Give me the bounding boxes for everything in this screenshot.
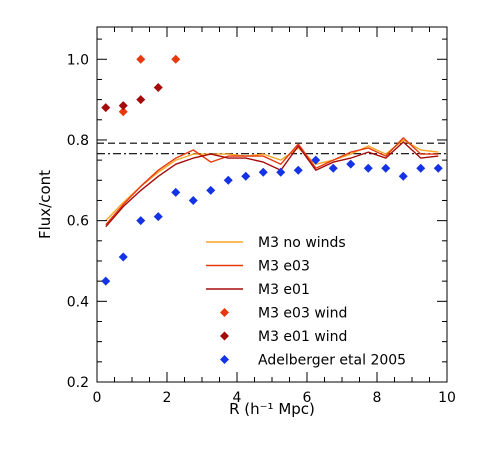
data-point-5-18 <box>416 163 426 173</box>
data-point-5-1 <box>118 252 128 262</box>
data-point-4-2 <box>136 95 146 105</box>
data-point-5-13 <box>328 163 338 173</box>
data-point-5-2 <box>136 216 146 226</box>
legend-label: M3 no winds <box>258 235 346 251</box>
legend: M3 no winds M3 e03 M3 e01 M3 e03 wind M3 e01… <box>206 235 406 369</box>
legend-label: M3 e01 <box>258 282 310 298</box>
legend-item-2: M3 e01 <box>206 282 310 298</box>
data-point-3-2 <box>171 54 181 64</box>
series-1 <box>105 137 439 226</box>
series-layer <box>101 54 443 286</box>
data-point-5-7 <box>223 175 233 185</box>
data-point-5-16 <box>381 163 391 173</box>
data-point-5-10 <box>276 167 286 177</box>
data-point-5-11 <box>293 165 303 175</box>
reference-lines <box>97 142 447 155</box>
legend-item-1: M3 e03 <box>206 259 310 275</box>
legend-swatch-marker <box>220 355 229 364</box>
data-point-5-14 <box>346 159 356 169</box>
series-0 <box>105 139 439 222</box>
data-point-5-4 <box>171 187 181 197</box>
data-point-5-5 <box>188 195 198 205</box>
series-5 <box>101 155 443 286</box>
data-point-4-1 <box>118 101 128 111</box>
data-point-5-17 <box>398 171 408 181</box>
series-line-2 <box>105 141 439 228</box>
x-tick-label: 4 <box>233 390 242 406</box>
data-point-5-9 <box>258 167 268 177</box>
legend-swatch-marker <box>220 331 229 341</box>
series-2 <box>105 141 439 228</box>
y-tick-label: 0.6 <box>67 214 89 230</box>
data-point-5-0 <box>101 276 111 286</box>
x-tick-label: 10 <box>438 390 456 406</box>
x-axis-label: R (h⁻¹ Mpc) <box>229 400 315 418</box>
legend-item-0: M3 no winds <box>206 235 346 251</box>
y-tick-label: 1.0 <box>67 52 89 68</box>
legend-item-3: M3 e03 wind <box>220 306 347 322</box>
legend-label: M3 e03 <box>258 259 310 275</box>
y-tick-label: 0.4 <box>67 294 89 310</box>
legend-swatch-marker <box>220 308 229 317</box>
x-tick-label: 2 <box>163 390 172 406</box>
data-point-3-0 <box>118 107 128 117</box>
x-tick-label: 8 <box>373 390 382 406</box>
legend-item-5: Adelberger etal 2005 <box>220 353 406 369</box>
data-point-4-0 <box>101 103 111 113</box>
series-line-1 <box>105 137 439 226</box>
y-axis-label: Flux/cont <box>36 170 54 239</box>
x-tick-label: 0 <box>93 390 102 406</box>
legend-label: Adelberger etal 2005 <box>258 353 406 369</box>
y-tick-label: 0.8 <box>67 133 89 149</box>
ticks <box>96 27 448 383</box>
legend-label: M3 e03 wind <box>258 306 347 322</box>
data-point-3-1 <box>136 54 146 64</box>
legend-item-4: M3 e01 wind <box>220 329 347 345</box>
y-tick-label: 0.2 <box>67 375 89 391</box>
series-4 <box>101 83 163 113</box>
data-point-5-8 <box>241 171 251 181</box>
x-tick-label: 6 <box>303 390 312 406</box>
tick-labels: 0 2 4 6 8 10 0.2 0.4 0.6 0.8 1.0 <box>67 52 456 406</box>
series-line-0 <box>105 139 439 222</box>
data-point-4-3 <box>153 83 163 93</box>
data-point-5-6 <box>206 185 216 195</box>
data-point-5-3 <box>153 212 163 222</box>
data-point-5-19 <box>433 163 443 173</box>
series-3 <box>118 54 181 117</box>
legend-label: M3 e01 wind <box>258 329 347 345</box>
data-point-5-12 <box>311 155 321 165</box>
data-point-5-15 <box>363 163 373 173</box>
